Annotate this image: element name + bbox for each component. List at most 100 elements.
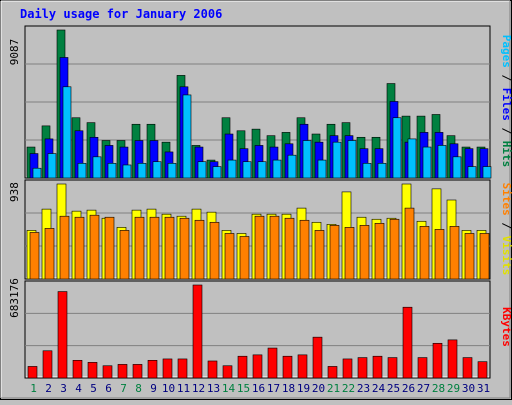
legend-hits: Hits — [500, 141, 512, 168]
pages-bar-day-21 — [332, 141, 342, 179]
kbytes-bar-day-13 — [207, 360, 218, 379]
kbytes-bar-day-16 — [252, 354, 263, 379]
legend-sep-1: / — [500, 68, 512, 88]
sites-bar-day-27 — [419, 226, 430, 280]
day-label-1: 1 — [30, 382, 37, 395]
kbytes-panel-ymax-label: 683176 — [8, 278, 21, 318]
sites-bar-day-1 — [29, 232, 40, 280]
panel-frames — [24, 25, 491, 379]
kbytes-bar-day-8 — [132, 364, 143, 379]
sites-bar-day-21 — [329, 225, 340, 280]
sites-bar-day-15 — [239, 236, 250, 280]
day-label-23: 23 — [357, 382, 370, 395]
legend-pages: Pages — [500, 35, 512, 68]
visits-panel-ymax-label: 938 — [8, 182, 21, 202]
kbytes-bar-day-6 — [102, 365, 113, 379]
day-label-18: 18 — [282, 382, 295, 395]
day-label-20: 20 — [312, 382, 325, 395]
sites-bar-day-22 — [344, 227, 355, 280]
legend-sites: Sites — [500, 183, 512, 216]
day-label-13: 13 — [207, 382, 220, 395]
legend-sep-3: / — [500, 216, 512, 236]
sites-bar-day-3 — [59, 215, 70, 280]
kbytes-bar-day-7 — [117, 364, 128, 379]
kbytes-bar-day-3 — [57, 291, 68, 379]
day-label-29: 29 — [447, 382, 460, 395]
day-label-24: 24 — [372, 382, 386, 395]
sites-bar-day-30 — [464, 233, 475, 280]
sites-bar-day-16 — [254, 215, 265, 280]
kbytes-bar-day-22 — [342, 358, 353, 379]
kbytes-bar-day-15 — [237, 355, 248, 379]
sites-bar-day-20 — [314, 230, 325, 280]
pages-bar-day-9 — [152, 161, 162, 179]
visits-panel-legend: Sites / Visits — [500, 183, 512, 276]
sites-bar-day-2 — [44, 228, 55, 280]
day-label-28: 28 — [432, 382, 445, 395]
kbytes-bar-day-26 — [402, 306, 413, 379]
kbytes-bar-day-21 — [327, 366, 338, 379]
pages-bar-day-20 — [317, 159, 327, 179]
pages-bar-day-10 — [167, 163, 177, 179]
pages-bar-day-1 — [32, 167, 42, 179]
sites-bar-day-19 — [299, 219, 310, 280]
kbytes-bar-day-20 — [312, 336, 323, 379]
kbytes-bar-day-28 — [432, 342, 443, 379]
sites-bar-day-10 — [164, 216, 175, 280]
sites-bar-day-11 — [179, 217, 190, 280]
pages-bar-day-2 — [47, 153, 57, 179]
kbytes-bar-day-4 — [72, 360, 83, 379]
day-label-30: 30 — [462, 382, 475, 395]
pages-bar-day-28 — [437, 145, 447, 179]
pages-bar-day-29 — [452, 156, 462, 179]
day-label-15: 15 — [237, 382, 250, 395]
sites-bar-day-26 — [404, 207, 415, 280]
day-label-26: 26 — [402, 382, 415, 395]
pages-bar-day-18 — [287, 154, 297, 179]
kbytes-bar-day-23 — [357, 357, 368, 379]
legend-kbytes: KBytes — [500, 307, 512, 347]
kbytes-bar-day-1 — [27, 366, 38, 379]
x-axis-day-labels: 1 2 3 4 5 6 7 8 9 10 11 12 13 14 15 16 17 18 19 20 21 22 23 24 2… — [30, 382, 490, 395]
pages-bar-day-19 — [302, 140, 312, 179]
sites-bar-day-25 — [389, 218, 400, 280]
pages-bar-day-26 — [407, 138, 417, 179]
kbytes-bar-day-25 — [387, 357, 398, 379]
kbytes-bar-day-29 — [447, 339, 458, 379]
kbytes-bar-day-12 — [192, 284, 203, 379]
day-label-21: 21 — [327, 382, 340, 395]
kbytes-bar-day-11 — [177, 358, 188, 379]
pages-bar-day-27 — [422, 146, 432, 179]
day-label-5: 5 — [90, 382, 97, 395]
pages-bar-day-24 — [377, 163, 387, 179]
day-label-27: 27 — [417, 382, 430, 395]
sites-bar-day-24 — [374, 222, 385, 280]
day-label-6: 6 — [105, 382, 112, 395]
sites-bar-day-29 — [449, 226, 460, 280]
day-label-11: 11 — [177, 382, 190, 395]
pages-bar-day-4 — [77, 163, 87, 179]
chart-marks — [26, 29, 492, 379]
legend-sep-2: / — [500, 121, 512, 141]
legend-visits: Visits — [500, 236, 512, 276]
day-label-31: 31 — [477, 382, 490, 395]
chart-title: Daily usage for January 2006 — [20, 7, 222, 21]
pages-bar-day-3 — [62, 86, 72, 179]
pages-bar-day-5 — [92, 156, 102, 179]
kbytes-bar-day-5 — [87, 362, 98, 379]
day-label-12: 12 — [192, 382, 205, 395]
kbytes-bar-day-31 — [477, 361, 488, 379]
pages-bar-day-17 — [272, 159, 282, 179]
sites-bar-day-13 — [209, 221, 220, 280]
kbytes-bar-day-17 — [267, 347, 278, 379]
day-label-8: 8 — [135, 382, 142, 395]
pages-bar-day-25 — [392, 117, 402, 179]
sites-bar-day-14 — [224, 233, 235, 280]
pages-bar-day-12 — [197, 161, 207, 179]
pages-bar-day-23 — [362, 163, 372, 179]
kbytes-bar-day-14 — [222, 365, 233, 379]
pages-bar-day-7 — [122, 164, 132, 179]
pages-bar-day-16 — [257, 161, 267, 179]
